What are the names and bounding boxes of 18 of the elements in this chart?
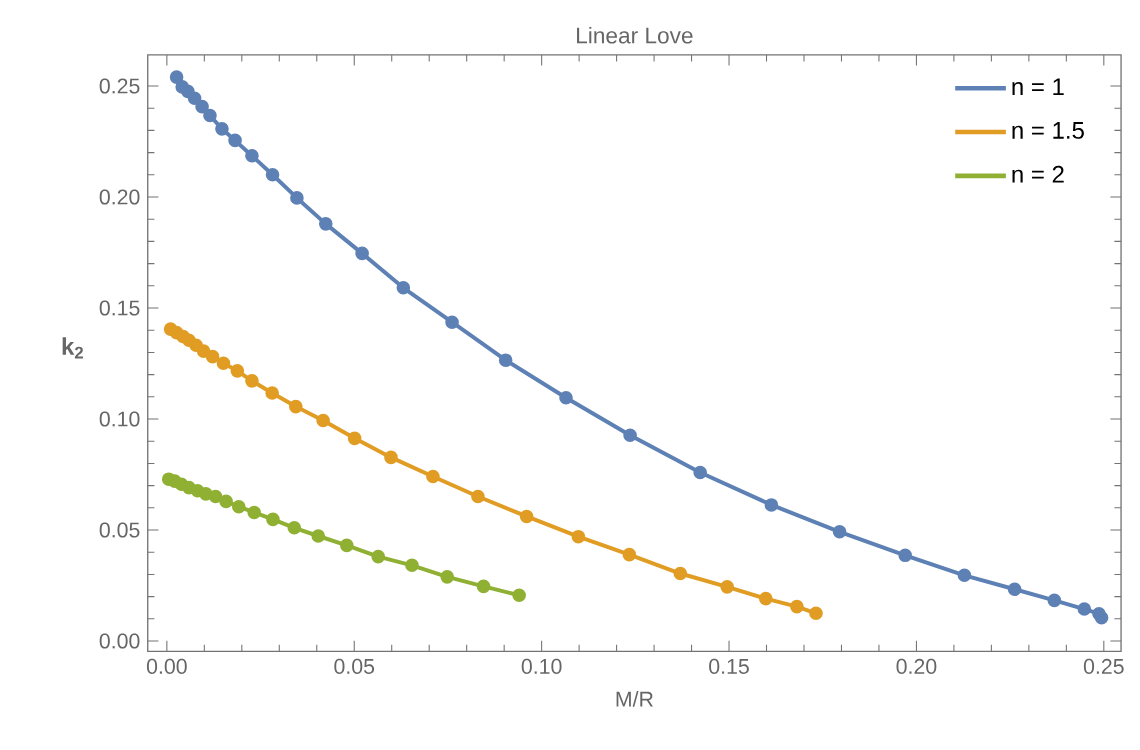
x-axis-title: M/R: [616, 691, 653, 707]
y-tick-label: 0.10: [99, 411, 140, 427]
x-tick-label: 0.25: [1083, 658, 1124, 674]
x-tick-label: 0.15: [709, 658, 749, 674]
legend-label: n = 1.5: [1012, 122, 1084, 139]
x-tick-label: 0.10: [521, 658, 562, 674]
legend-label: n = 2: [1012, 165, 1064, 183]
chart-title: Linear Love: [577, 26, 693, 44]
x-tick-label: 0.05: [334, 658, 375, 674]
x-tick-label: 0.00: [146, 658, 187, 674]
y-tick-label: 0.20: [99, 189, 140, 205]
y-tick-label: 0.05: [99, 522, 140, 538]
text: k$_{2}$: [62, 337, 83, 359]
legend-label: n = 1: [1012, 78, 1064, 95]
x-tick-label: 0.20: [896, 658, 937, 674]
y-tick-label: 0.00: [99, 633, 140, 649]
y-tick-label: 0.15: [99, 300, 140, 316]
y-tick-label: 0.25: [99, 78, 140, 94]
